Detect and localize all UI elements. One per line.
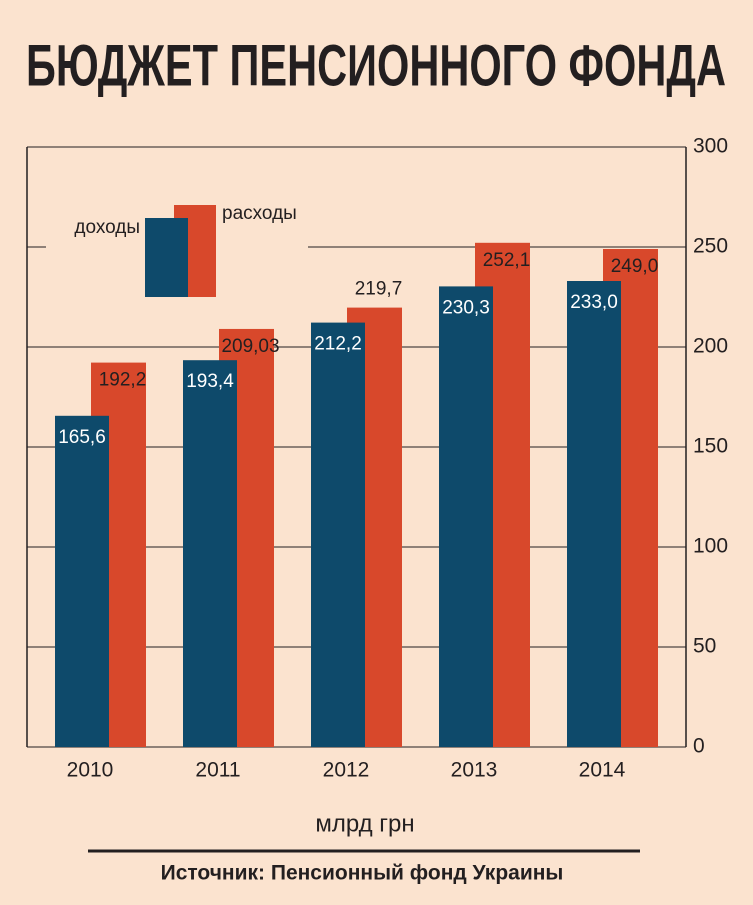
x-tick-label: 2013 [451,759,498,782]
y-tick-label: 250 [693,235,728,258]
y-tick-label: 100 [693,535,728,558]
data-label: 249,0 [611,256,659,277]
bar [567,281,621,747]
data-label: 230,3 [442,297,490,318]
y-tick-label: 150 [693,435,728,458]
x-tick-label: 2014 [579,759,626,782]
legend-swatch [145,218,188,297]
bar [311,322,365,747]
unit-label: млрд грн [315,810,414,837]
y-tick-label: 0 [693,735,705,758]
legend-label: доходы [74,217,140,238]
data-label: 209,03 [221,336,279,357]
data-label: 193,4 [186,371,234,392]
bar [55,415,109,747]
plot-area: 0 50 100 150 200 250 300 доходы расходы 192,2 209,… [26,135,728,782]
y-tick-label: 200 [693,335,728,358]
source: Источник: Пенсионный фонд Украины [161,862,564,885]
data-label: 165,6 [58,427,106,448]
data-label: 212,2 [314,334,362,355]
x-tick-label: 2012 [323,759,370,782]
x-tick-label: 2011 [195,759,240,782]
bar [183,360,237,747]
bar [439,286,493,747]
y-tick-label: 50 [693,635,716,658]
legend-label: расходы [222,203,297,224]
data-label: 219,7 [355,279,403,300]
data-label: 192,2 [99,370,147,391]
data-label: 252,1 [483,250,531,271]
x-tick-label: 2010 [67,759,114,782]
y-tick-label: 300 [693,135,728,158]
data-label: 233,0 [570,292,618,313]
chart-title: БЮДЖЕТ ПЕНСИОННОГО ФОНДА [26,33,726,98]
